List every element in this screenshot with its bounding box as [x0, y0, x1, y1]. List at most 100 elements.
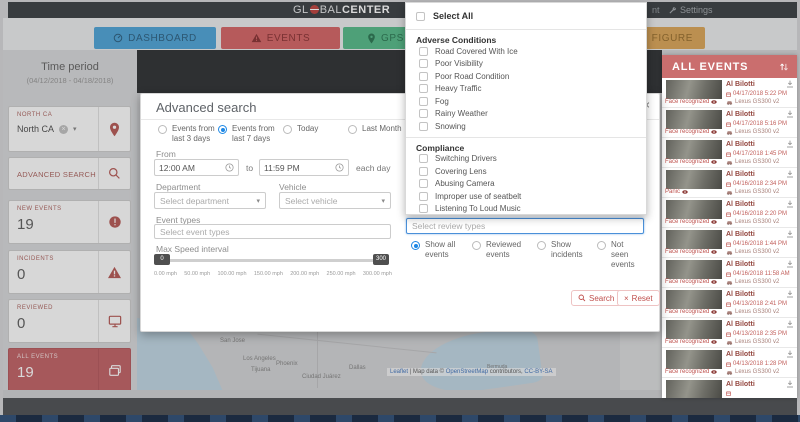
radio-icon[interactable] [537, 241, 546, 250]
radio-icon[interactable] [411, 241, 420, 250]
event-thumbnail[interactable] [666, 140, 722, 159]
advanced-search-card[interactable]: ADVANCED SEARCH [8, 157, 131, 190]
download-icon[interactable] [786, 380, 794, 388]
event-list-item[interactable]: Face recognized Al Bilotti 04/13/2018 2:… [662, 288, 797, 318]
checkbox-icon[interactable] [419, 84, 428, 94]
checkbox-icon[interactable] [419, 191, 428, 201]
dropdown-checkbox-item[interactable]: Road Covered With Ice [406, 45, 646, 58]
dropdown-checkbox-item[interactable]: Covering Lens [406, 165, 646, 178]
new-events-card[interactable]: NEW EVENTS 19 [8, 200, 131, 244]
select-all-option[interactable]: Select All [406, 7, 646, 25]
event-list-item[interactable]: Face recognized Al Bilotti 04/16/2018 2:… [662, 198, 797, 228]
tab-events[interactable]: EVENTS [221, 27, 340, 49]
radio-icon[interactable] [348, 125, 357, 134]
to-time-input[interactable]: 11:59 PM [259, 159, 349, 176]
dropdown-checkbox-item[interactable]: Heavy Traffic [406, 83, 646, 96]
dropdown-checkbox-item[interactable]: Rainy Weather [406, 108, 646, 121]
event-thumbnail[interactable] [666, 170, 722, 189]
checkbox-icon[interactable] [419, 166, 428, 176]
dropdown-checkbox-item[interactable]: Poor Visibility [406, 58, 646, 71]
sort-icon[interactable] [779, 62, 789, 72]
radio-option[interactable]: Events from last 3 days [158, 124, 216, 144]
checkbox-icon[interactable] [419, 204, 428, 214]
event-thumbnail[interactable] [666, 80, 722, 99]
checkbox-icon[interactable] [419, 154, 428, 164]
dropdown-checkbox-item[interactable]: Switching Drivers [406, 153, 646, 166]
radio-icon[interactable] [218, 125, 227, 134]
event-list-item[interactable]: Face recognized Al Bilotti 04/17/2018 5:… [662, 78, 797, 108]
from-time-input[interactable]: 12:00 AM [154, 159, 239, 176]
download-icon[interactable] [786, 350, 794, 358]
radio-option[interactable]: Today [283, 124, 341, 134]
vehicle-select[interactable]: Select vehicle ▾ [279, 192, 391, 209]
event-list-item[interactable]: Face recognized Al Bilotti 04/17/2018 1:… [662, 138, 797, 168]
radio-icon[interactable] [597, 241, 606, 250]
settings-button[interactable]: Settings [668, 2, 713, 18]
download-icon[interactable] [786, 80, 794, 88]
radio-option[interactable]: Last Month [348, 124, 406, 134]
dropdown-checkbox-item[interactable]: Abusing Camera [406, 178, 646, 191]
event-list-item[interactable]: Face recognized Al Bilotti 04/13/2018 2:… [662, 318, 797, 348]
event-thumbnail[interactable] [666, 380, 722, 398]
clear-icon[interactable]: × [59, 124, 69, 134]
event-thumbnail[interactable] [666, 200, 722, 219]
radio-option[interactable]: Events from last 7 days [218, 124, 276, 144]
event-thumbnail[interactable] [666, 230, 722, 249]
download-icon[interactable] [786, 230, 794, 238]
slider-handle-max[interactable]: 300 [373, 254, 389, 265]
search-button[interactable]: Search [571, 290, 622, 306]
download-icon[interactable] [786, 170, 794, 178]
slider-handle-min[interactable]: 0 [154, 254, 170, 265]
dropdown-checkbox-item[interactable]: Snowing [406, 120, 646, 133]
event-thumbnail[interactable] [666, 260, 722, 279]
region-card-icon-cell[interactable] [98, 107, 130, 151]
chevron-down-icon[interactable]: ▾ [73, 126, 77, 133]
speed-slider-track[interactable] [156, 259, 389, 262]
radio-icon[interactable] [472, 241, 481, 250]
radio-option[interactable]: Reviewed events [472, 240, 521, 260]
incidents-card[interactable]: INCIDENTS 0 [8, 250, 131, 294]
region-select[interactable]: North CA × ▾ [17, 124, 98, 134]
event-thumbnail[interactable] [666, 110, 722, 129]
event-thumbnail[interactable] [666, 350, 722, 369]
checkbox-icon[interactable] [419, 71, 428, 81]
event-list-item[interactable]: Face recognized Al Bilotti 04/17/2018 5:… [662, 108, 797, 138]
checkbox-icon[interactable] [416, 11, 425, 21]
radio-option[interactable]: Not seen events [597, 240, 643, 270]
checkbox-icon[interactable] [419, 121, 428, 131]
tab-dashboard[interactable]: DASHBOARD [94, 27, 216, 49]
download-icon[interactable] [786, 290, 794, 298]
checkbox-icon[interactable] [419, 59, 428, 69]
dropdown-checkbox-item[interactable]: Fog [406, 95, 646, 108]
dropdown-checkbox-item[interactable]: Improper use of seatbelt [406, 190, 646, 203]
checkbox-icon[interactable] [419, 96, 428, 106]
download-icon[interactable] [786, 140, 794, 148]
radio-icon[interactable] [283, 125, 292, 134]
events-list[interactable]: Face recognized Al Bilotti 04/17/2018 5:… [662, 78, 797, 398]
download-icon[interactable] [786, 110, 794, 118]
event-list-item[interactable]: Face recognized Al Bilotti 04/16/2018 1:… [662, 228, 797, 258]
dropdown-checkbox-item[interactable]: Poor Road Condition [406, 70, 646, 83]
event-thumbnail[interactable] [666, 320, 722, 339]
reviewed-card[interactable]: REVIEWED 0 [8, 299, 131, 343]
checkbox-icon[interactable] [419, 179, 428, 189]
license-link[interactable]: CC-BY-SA [524, 369, 553, 375]
event-list-item[interactable]: Face recognized Al Bilotti 04/16/2018 11… [662, 258, 797, 288]
checkbox-icon[interactable] [419, 109, 428, 119]
osm-link[interactable]: OpenStreetMap [445, 369, 489, 375]
download-icon[interactable] [786, 200, 794, 208]
leaflet-link[interactable]: Leaflet [390, 369, 409, 375]
dropdown-checkbox-item[interactable]: Listening To Loud Music [406, 203, 646, 215]
reset-button[interactable]: × Reset [617, 290, 660, 306]
header-menu-fragment[interactable]: nt [652, 5, 660, 15]
radio-option[interactable]: Show incidents [537, 240, 583, 260]
download-icon[interactable] [786, 260, 794, 268]
department-select[interactable]: Select department ▾ [154, 192, 266, 209]
event-thumbnail[interactable] [666, 290, 722, 309]
event-types-input[interactable]: Select event types [154, 224, 391, 239]
event-list-item[interactable]: Face recognized Al Bilotti 04/13/2018 1:… [662, 348, 797, 378]
checkbox-icon[interactable] [419, 46, 428, 56]
radio-icon[interactable] [158, 125, 167, 134]
event-list-item[interactable]: Al Bilotti [662, 378, 797, 398]
review-types-input[interactable]: Select review types [406, 218, 644, 234]
